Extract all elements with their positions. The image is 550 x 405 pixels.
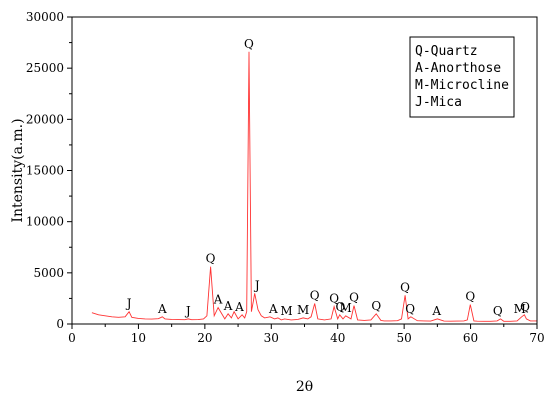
y-tick-label: 5000	[33, 266, 64, 280]
y-axis-title: Intensity(a.m.)	[10, 118, 26, 222]
y-tick-label: 15000	[26, 164, 64, 178]
axes: 0 10 20 30 40 50 60 70 0 5000 10000 15000 20000 25000…	[26, 10, 545, 345]
peak-label: M	[297, 303, 309, 317]
legend-entry-microcline: M-Microcline	[415, 78, 509, 93]
x-tick-label: 0	[68, 331, 76, 345]
x-tick-label: 10	[131, 331, 146, 345]
legend-box	[409, 36, 515, 118]
peak-label: A	[268, 302, 278, 316]
legend-entry-quartz: Q-Quartz	[415, 44, 478, 59]
xrd-series-line	[91, 51, 537, 322]
x-tick-label: 40	[330, 331, 345, 345]
peak-label: M	[280, 304, 292, 318]
peak-label: A	[234, 300, 244, 314]
peak-label: A	[223, 299, 233, 313]
legend: Q-Quartz A-Anorthose M-Microcline J-Mica	[409, 36, 515, 118]
peak-label: Q	[329, 292, 339, 306]
peak-label: Q	[206, 252, 216, 266]
y-tick-label: 30000	[26, 10, 64, 24]
peak-label: A	[157, 302, 167, 316]
legend-entry-mica: J-Mica	[415, 95, 462, 110]
peak-label: Q	[520, 300, 530, 314]
y-tick-label: 25000	[26, 61, 64, 75]
x-tick-label: 20	[197, 331, 212, 345]
peak-label: M	[340, 301, 352, 315]
x-tick-label: 70	[529, 331, 544, 345]
x-tick-label: 50	[397, 331, 412, 345]
y-tick-label: 10000	[26, 215, 64, 229]
legend-entry-anorthose: A-Anorthose	[415, 61, 501, 76]
peak-label: J	[125, 297, 132, 311]
x-tick-label: 30	[264, 331, 279, 345]
peak-label: A	[213, 293, 223, 307]
peak-label: Q	[371, 299, 381, 313]
peak-label: A	[431, 304, 441, 318]
y-tick-label: 0	[56, 317, 64, 331]
peak-label: Q	[335, 300, 345, 314]
peak-label: Q	[405, 302, 415, 316]
peak-label: J	[253, 278, 260, 292]
peak-label: J	[184, 304, 191, 318]
peak-label: Q	[400, 280, 410, 294]
peak-label: Q	[493, 304, 503, 318]
peak-label: Q	[244, 37, 254, 51]
peak-label: Q	[349, 291, 359, 305]
peak-label: Q	[465, 290, 475, 304]
peak-label: M	[514, 302, 526, 316]
x-axis-title: 2θ	[296, 379, 313, 395]
y-tick-label: 20000	[26, 112, 64, 126]
x-tick-label: 60	[463, 331, 478, 345]
peak-label: Q	[310, 289, 320, 303]
